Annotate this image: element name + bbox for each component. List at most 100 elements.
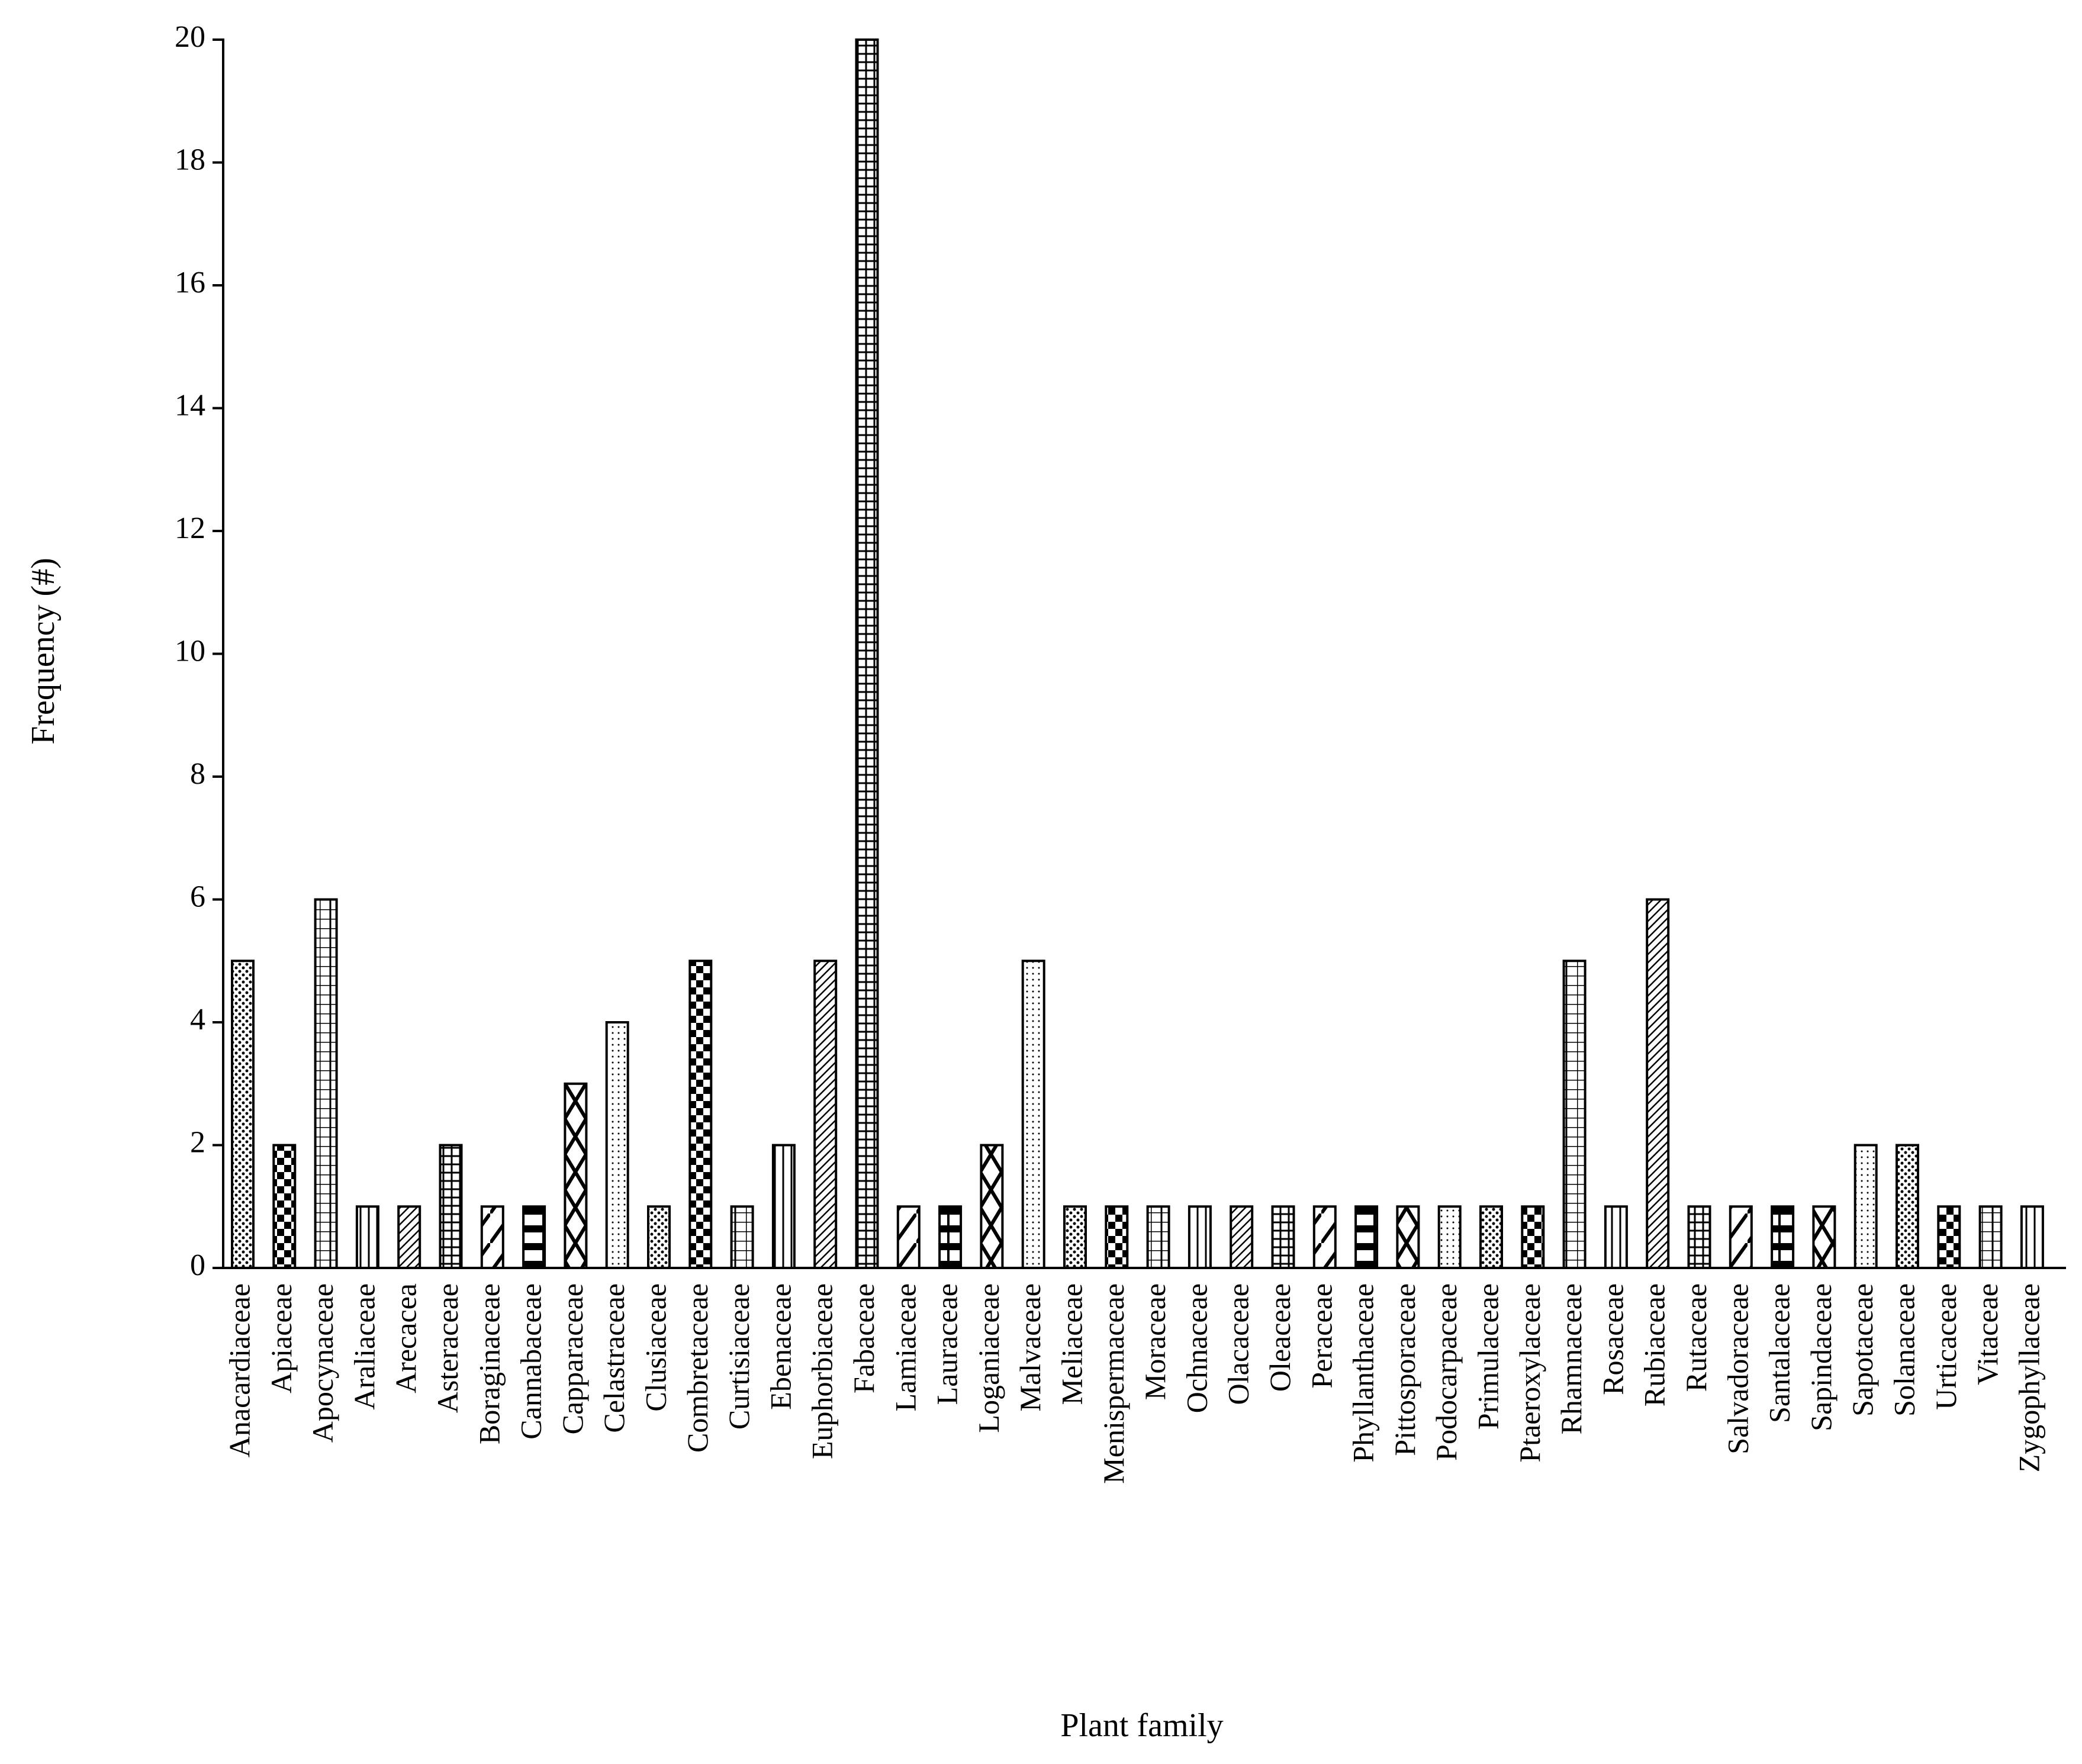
x-tick-label: Rhamnaceae — [1555, 1283, 1588, 1434]
bar — [314, 898, 338, 1269]
y-tick-label: 8 — [190, 757, 205, 791]
y-tick-label: 18 — [175, 143, 205, 176]
y-tick-label: 16 — [175, 266, 205, 300]
bar — [855, 38, 879, 1269]
y-tick-label: 10 — [175, 634, 205, 668]
x-tick-label: Combretaceae — [681, 1283, 714, 1453]
x-tick-label: Anacardiaceae — [223, 1283, 256, 1457]
bar — [522, 1205, 546, 1269]
bar — [1271, 1205, 1295, 1269]
x-tick-label: Urticaceae — [1929, 1283, 1962, 1410]
x-tick-label: Rutaceae — [1679, 1283, 1713, 1392]
bar — [980, 1144, 1004, 1269]
bar — [1771, 1205, 1795, 1269]
x-tick-label: Lamiaceae — [889, 1283, 922, 1411]
bar — [1146, 1205, 1170, 1269]
x-tick-label: Apocynaceae — [306, 1283, 339, 1443]
x-tick-label: Clusiaceae — [639, 1283, 672, 1412]
x-tick-label: Rosaceae — [1596, 1283, 1629, 1395]
bar — [1230, 1205, 1254, 1269]
x-tick-label: Moraceae — [1138, 1283, 1172, 1400]
x-tick-label: Curtisiaceae — [722, 1283, 755, 1430]
x-axis-title: Plant family — [1060, 1707, 1223, 1744]
x-tick-label: Lauraceae — [931, 1283, 964, 1405]
x-tick-label: Celastraceae — [597, 1283, 630, 1433]
y-axis-title: Frequency (#) — [25, 558, 62, 745]
bar — [1687, 1205, 1711, 1269]
x-tick-label: Phyllanthaceae — [1347, 1283, 1380, 1463]
bar — [480, 1205, 504, 1269]
bar — [397, 1205, 421, 1269]
bar — [1396, 1205, 1420, 1269]
x-tick-label: Boraginaceae — [472, 1283, 506, 1444]
x-tick-label: Malvaceae — [1013, 1283, 1047, 1412]
bar — [1354, 1205, 1379, 1269]
x-tick-label: Rubiaceae — [1638, 1283, 1671, 1406]
y-tick-label: 12 — [175, 511, 205, 545]
bar — [1479, 1205, 1503, 1269]
bar — [896, 1205, 921, 1269]
x-tick-label: Vitaceae — [1971, 1283, 2004, 1385]
bar — [355, 1205, 379, 1269]
y-tick-label: 6 — [190, 880, 205, 913]
x-tick-label: Meliaceae — [1055, 1283, 1088, 1405]
y-tick-label: 20 — [175, 20, 205, 54]
bar — [1812, 1205, 1836, 1269]
y-tick-label: 14 — [175, 388, 205, 422]
y-tick-label: 0 — [190, 1248, 205, 1282]
x-tick-label: Ebenaceae — [764, 1283, 797, 1410]
bar — [1521, 1205, 1545, 1269]
bar — [1896, 1144, 1919, 1269]
x-tick-label: Ptaeroxylaceae — [1513, 1283, 1546, 1463]
x-tick-label: Asteraceae — [431, 1283, 464, 1413]
bar — [1729, 1205, 1753, 1269]
x-tick-label: Araliaceae — [347, 1283, 381, 1410]
bar — [730, 1205, 754, 1269]
bar — [1646, 898, 1670, 1269]
x-tick-label: Euphorbiaceae — [806, 1283, 839, 1459]
bar — [688, 960, 713, 1269]
x-tick-label: Podocarpaceae — [1430, 1283, 1463, 1461]
x-tick-label: Cannabaceae — [514, 1283, 548, 1440]
bar — [605, 1021, 629, 1269]
x-tick-label: Zygophyllaceae — [2012, 1283, 2045, 1472]
bar — [1063, 1205, 1087, 1269]
y-tick-label: 2 — [190, 1125, 205, 1159]
bar — [1437, 1205, 1462, 1269]
bar — [938, 1205, 963, 1269]
bar — [813, 960, 838, 1269]
x-tick-label: Oleaceae — [1263, 1283, 1296, 1392]
x-tick-label: Sapotaceae — [1846, 1283, 1879, 1417]
x-tick-label: Fabaceae — [847, 1283, 880, 1393]
x-tick-label: Ochnaceae — [1180, 1283, 1213, 1413]
bar — [272, 1144, 297, 1269]
bar — [1312, 1205, 1337, 1269]
x-tick-label: Santalaceae — [1763, 1283, 1796, 1423]
x-tick-label: Salvadoraceae — [1721, 1283, 1754, 1454]
x-tick-label: Apiaceae — [265, 1283, 298, 1393]
bar — [1937, 1205, 1961, 1269]
bar — [439, 1144, 463, 1269]
bar — [1188, 1205, 1212, 1269]
bar — [1021, 960, 1045, 1269]
x-tick-label: Capparaceae — [556, 1283, 589, 1434]
x-tick-label: Peraceae — [1305, 1283, 1338, 1389]
bar — [1978, 1205, 2003, 1269]
x-tick-label: Sapindaceae — [1804, 1283, 1838, 1431]
x-tick-label: Solanaceae — [1887, 1283, 1920, 1417]
x-tick-label: Loganiaceae — [972, 1283, 1005, 1433]
y-tick-label: 4 — [190, 1003, 205, 1036]
bar — [1105, 1205, 1129, 1269]
x-tick-label: Menispermaceae — [1097, 1283, 1130, 1484]
bar — [231, 960, 255, 1269]
bar — [647, 1205, 671, 1269]
bar — [1853, 1144, 1878, 1269]
bar — [2020, 1205, 2044, 1269]
bar — [1562, 960, 1587, 1269]
bar — [1604, 1205, 1628, 1269]
bar — [771, 1144, 796, 1269]
bar — [564, 1082, 588, 1269]
x-tick-label: Primulaceae — [1471, 1283, 1504, 1430]
x-tick-label: Olacaceae — [1222, 1283, 1255, 1405]
